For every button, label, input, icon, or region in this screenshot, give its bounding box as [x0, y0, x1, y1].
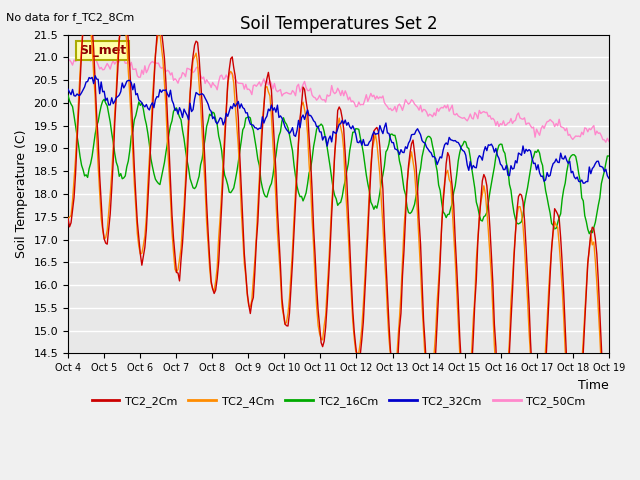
Text: SI_met: SI_met [79, 44, 126, 57]
Text: No data for f_TC2_8Cm: No data for f_TC2_8Cm [6, 12, 134, 23]
X-axis label: Time: Time [578, 379, 609, 392]
Legend: TC2_2Cm, TC2_4Cm, TC2_16Cm, TC2_32Cm, TC2_50Cm: TC2_2Cm, TC2_4Cm, TC2_16Cm, TC2_32Cm, TC… [87, 392, 590, 412]
Y-axis label: Soil Temperature (C): Soil Temperature (C) [15, 130, 28, 258]
Title: Soil Temperatures Set 2: Soil Temperatures Set 2 [239, 15, 437, 33]
